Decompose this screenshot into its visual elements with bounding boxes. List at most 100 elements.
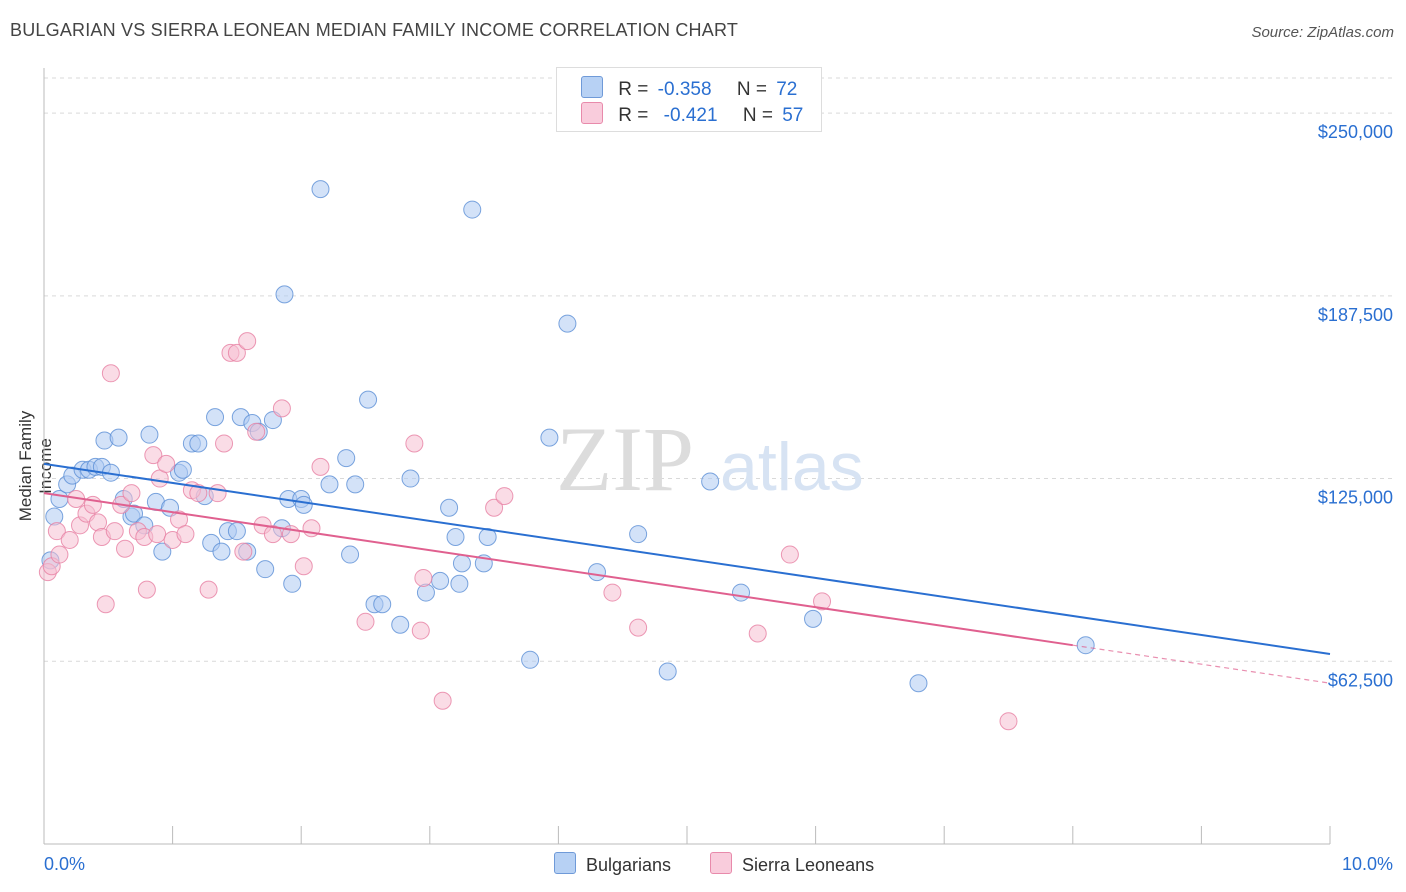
sierra-leonean-point bbox=[96, 595, 115, 614]
legend-r-value: -0.421 bbox=[663, 105, 718, 126]
bulgarian-point bbox=[658, 662, 677, 681]
bulgarian-point bbox=[701, 472, 720, 491]
sierra-leonean-trend-line bbox=[43, 492, 1073, 647]
sierra-leonean-point bbox=[629, 618, 648, 637]
sierra-leonean-point bbox=[999, 712, 1018, 731]
source-note: Source: ZipAtlas.com bbox=[1251, 24, 1394, 41]
bulgarian-point bbox=[294, 495, 313, 514]
sierra-leonean-point bbox=[122, 484, 141, 503]
bulgarian-point bbox=[401, 469, 420, 488]
y-tick-label: $125,000 bbox=[1318, 488, 1393, 508]
bulgarian-point bbox=[140, 425, 159, 444]
bulgarian-point bbox=[283, 574, 302, 593]
x-tick-label: 10.0% bbox=[1342, 854, 1393, 874]
sierra-leonean-point bbox=[227, 343, 246, 362]
bulgarian-point bbox=[320, 475, 339, 494]
sierra-leonean-point bbox=[433, 691, 452, 710]
sierra-leonean-point bbox=[208, 484, 227, 503]
bulgarian-point bbox=[440, 498, 459, 517]
sierra-leonean-point bbox=[60, 530, 79, 549]
sierra-leonean-point bbox=[414, 568, 433, 587]
sierra-leonean-point bbox=[105, 522, 124, 541]
legend-label-sierra-leoneans: Sierra Leoneans bbox=[742, 855, 875, 875]
bulgarian-point bbox=[540, 428, 559, 447]
bulgarian-point bbox=[587, 563, 606, 582]
bulgarian-point bbox=[341, 545, 360, 564]
bulgarian-point bbox=[227, 522, 246, 541]
sierra-leonean-point bbox=[263, 525, 282, 544]
legend-row-sierra-leoneans: R = -0.421 N = 57 bbox=[581, 102, 803, 127]
bulgarian-point bbox=[521, 650, 540, 669]
sierra-leonean-point bbox=[405, 434, 424, 453]
bulgarian-point bbox=[173, 460, 192, 479]
bulgarian-point bbox=[804, 609, 823, 628]
sierra-leonean-point bbox=[148, 525, 167, 544]
sierra-leonean-point bbox=[234, 542, 253, 561]
y-tick-label: $250,000 bbox=[1318, 122, 1393, 142]
watermark-atlas: atlas bbox=[720, 429, 864, 505]
legend-swatch-blue bbox=[554, 852, 576, 874]
legend-label-bulgarians: Bulgarians bbox=[586, 855, 672, 875]
bulgarian-point bbox=[45, 507, 64, 526]
bulgarian-point bbox=[1076, 636, 1095, 655]
bulgarian-point bbox=[416, 583, 435, 602]
x-tick-label: 0.0% bbox=[44, 854, 85, 874]
chart-title: BULGARIAN VS SIERRA LEONEAN MEDIAN FAMIL… bbox=[10, 20, 739, 40]
bulgarian-trend-line bbox=[43, 462, 1331, 655]
sierra-leonean-point bbox=[294, 557, 313, 576]
watermark-zip: ZIP bbox=[556, 408, 694, 510]
legend-n-label: N = bbox=[742, 105, 773, 126]
bottom-legend-sierra-leoneans: Sierra Leoneans bbox=[710, 852, 874, 876]
sierra-leonean-point bbox=[272, 399, 291, 418]
bulgarian-point bbox=[256, 560, 275, 579]
legend-n-value: 57 bbox=[782, 105, 804, 126]
legend-n-value: 72 bbox=[776, 79, 798, 100]
bulgarian-point bbox=[206, 408, 225, 427]
bulgarian-point bbox=[909, 674, 928, 693]
bulgarian-point bbox=[452, 554, 471, 573]
sierra-leonean-point bbox=[199, 580, 218, 599]
bulgarian-point bbox=[337, 449, 356, 468]
bulgarian-point bbox=[311, 180, 330, 199]
bulgarian-point bbox=[189, 434, 208, 453]
sierra-leonean-point bbox=[101, 364, 120, 383]
legend-n-label: N = bbox=[736, 79, 767, 100]
sierra-leonean-point bbox=[215, 434, 234, 453]
bulgarian-point bbox=[212, 542, 231, 561]
y-tick-label: $62,500 bbox=[1328, 670, 1393, 690]
bulgarian-point bbox=[629, 525, 648, 544]
sierra-leonean-point bbox=[137, 580, 156, 599]
sierra-leonean-point bbox=[813, 592, 832, 611]
legend-r-label: R = bbox=[618, 105, 649, 126]
bulgarian-point bbox=[359, 390, 378, 409]
sierra-leonean-point bbox=[748, 624, 767, 643]
sierra-leonean-point bbox=[47, 522, 66, 541]
legend-row-bulgarians: R = -0.358 N = 72 bbox=[581, 76, 797, 101]
bulgarian-point bbox=[446, 528, 465, 547]
sierra-leonean-point bbox=[157, 454, 176, 473]
bulgarian-point bbox=[275, 285, 294, 304]
bulgarian-point bbox=[346, 475, 365, 494]
bulgarian-point bbox=[732, 583, 751, 602]
bulgarian-point bbox=[125, 504, 144, 523]
bulgarian-point bbox=[109, 428, 128, 447]
sierra-leonean-point bbox=[603, 583, 622, 602]
sierra-leonean-point bbox=[189, 484, 208, 503]
sierra-leonean-point bbox=[50, 545, 69, 564]
sierra-leonean-point bbox=[356, 612, 375, 631]
sierra-leonean-point bbox=[116, 539, 135, 558]
sierra-leonean-point bbox=[311, 457, 330, 476]
bulgarian-point bbox=[391, 615, 410, 634]
sierra-leonean-point bbox=[238, 332, 257, 351]
sierra-leonean-point bbox=[144, 446, 163, 465]
sierra-leonean-point bbox=[780, 545, 799, 564]
correlation-legend: R = -0.358 N = 72 R = -0.421 N = 57 bbox=[556, 67, 822, 132]
bulgarian-point bbox=[558, 314, 577, 333]
bulgarian-point bbox=[373, 595, 392, 614]
sierra-leonean-point bbox=[247, 422, 266, 441]
sierra-leonean-point bbox=[411, 621, 430, 640]
legend-r-value: -0.358 bbox=[657, 79, 712, 100]
sierra-leonean-point bbox=[176, 525, 195, 544]
legend-swatch-pink bbox=[710, 852, 732, 874]
y-tick-label: $187,500 bbox=[1318, 305, 1393, 325]
